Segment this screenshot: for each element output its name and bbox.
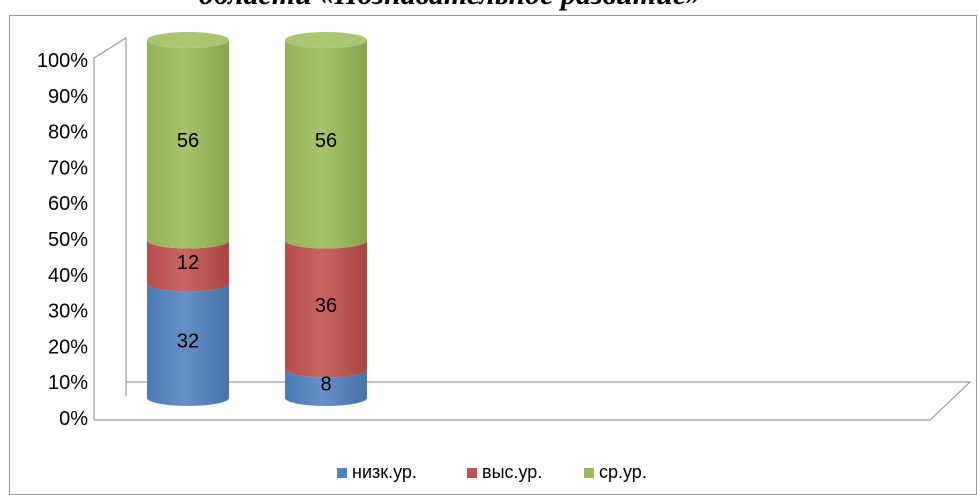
- bar-top-cap-2: [285, 32, 367, 48]
- chart-walls: [93, 36, 972, 421]
- y-tick-label: 30%: [48, 301, 88, 323]
- y-tick-label: 0%: [59, 408, 88, 430]
- data-label: 8: [320, 374, 331, 396]
- chart-title: области «Познавательное развитие»: [0, 0, 900, 12]
- data-label: 56: [177, 130, 199, 152]
- bar-ср.ур.-1: [147, 40, 229, 249]
- legend-entry: низк.ур.: [352, 462, 417, 482]
- y-tick-label: 20%: [48, 336, 88, 358]
- bar-выс.ур.-2: [285, 240, 367, 378]
- back-left-wall: [93, 36, 127, 420]
- bar-низк.ур.-1: [147, 283, 229, 406]
- legend-swatch: [584, 468, 594, 478]
- data-labels: 32 12 56 8 36 56: [177, 130, 337, 395]
- legend-entry: ср.ур.: [599, 462, 647, 482]
- y-tick-label: 100%: [37, 50, 88, 72]
- y-tick-label: 60%: [48, 193, 88, 215]
- y-tick-label: 80%: [48, 122, 88, 144]
- y-axis-ticks: 0% 10% 20% 30% 40% 50% 60% 70% 80% 90% 100%: [37, 50, 88, 430]
- legend-swatch: [467, 468, 477, 478]
- y-tick-label: 90%: [48, 86, 88, 108]
- y-tick-label: 70%: [48, 157, 88, 179]
- data-label: 32: [177, 331, 199, 353]
- floor: [94, 381, 972, 421]
- bar-выс.ур.-1: [147, 240, 229, 292]
- legend-swatch: [337, 468, 347, 478]
- data-label: 12: [177, 252, 199, 274]
- y-tick-label: 40%: [48, 265, 88, 287]
- bar-top-cap-1: [147, 32, 229, 48]
- chart-bars: [147, 32, 367, 406]
- y-tick-label: 50%: [48, 229, 88, 251]
- legend-entry: выс.ур.: [482, 462, 542, 482]
- legend: низк.ур. выс.ур. ср.ур.: [337, 462, 647, 482]
- bar-низк.ур.-2: [285, 369, 367, 406]
- data-label: 56: [315, 130, 337, 152]
- y-tick-label: 10%: [48, 372, 88, 394]
- data-label: 36: [315, 295, 337, 317]
- bar-ср.ур.-2: [285, 40, 367, 249]
